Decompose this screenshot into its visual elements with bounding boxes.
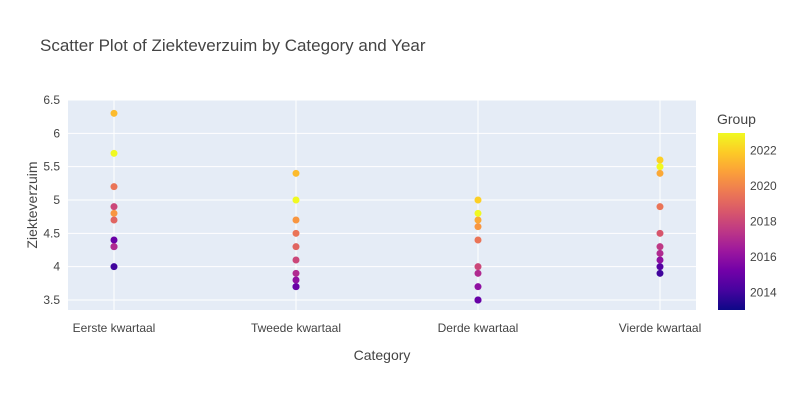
x-tick-label: Vierde kwartaal [619, 321, 702, 335]
scatter-point[interactable] [474, 263, 482, 271]
chart-title: Scatter Plot of Ziekteverzuim by Categor… [40, 36, 426, 55]
scatter-point[interactable] [292, 256, 300, 264]
x-tick-label: Derde kwartaal [438, 321, 519, 335]
scatter-point[interactable] [292, 283, 300, 291]
scatter-point[interactable] [110, 243, 118, 251]
scatter-point[interactable] [110, 236, 118, 244]
colorbar-tick-labels: 2014 2016 2018 2020 2022 [750, 144, 777, 300]
x-axis-title: Category [354, 347, 411, 363]
y-tick-label: 5 [53, 193, 60, 207]
scatter-point[interactable] [656, 169, 664, 177]
scatter-point[interactable] [110, 216, 118, 224]
scatter-point[interactable] [292, 269, 300, 277]
x-tick-label: Eerste kwartaal [73, 321, 156, 335]
scatter-point[interactable] [656, 269, 664, 277]
scatter-point[interactable] [474, 296, 482, 304]
scatter-point[interactable] [474, 236, 482, 244]
y-axis-title: Ziekteverzuim [24, 161, 40, 248]
scatter-point[interactable] [110, 109, 118, 117]
scatter-point[interactable] [292, 243, 300, 251]
scatter-point[interactable] [110, 149, 118, 157]
scatter-point[interactable] [474, 283, 482, 291]
grid-lines [68, 99, 696, 310]
colorbar-tick-label: 2020 [750, 179, 777, 193]
scatter-point[interactable] [656, 156, 664, 164]
scatter-point[interactable] [656, 256, 664, 264]
y-tick-label: 5.5 [43, 160, 60, 174]
plot-area [68, 100, 696, 310]
y-tick-labels: 3.5 4 4.5 5 5.5 6 6.5 [43, 93, 60, 307]
y-tick-label: 6.5 [43, 93, 60, 107]
scatter-point[interactable] [110, 203, 118, 211]
colorbar-title: Group [717, 111, 756, 127]
colorbar-tick-label: 2022 [750, 144, 777, 158]
data-points[interactable] [110, 109, 664, 304]
scatter-point[interactable] [292, 216, 300, 224]
x-tick-labels: Eerste kwartaal Tweede kwartaal Derde kwar… [73, 321, 702, 335]
scatter-point[interactable] [292, 276, 300, 284]
colorbar-tick-label: 2016 [750, 250, 777, 264]
scatter-point[interactable] [474, 269, 482, 277]
scatter-point[interactable] [474, 223, 482, 231]
colorbar-tick-label: 2018 [750, 215, 777, 229]
y-tick-label: 4 [53, 260, 60, 274]
y-tick-label: 3.5 [43, 293, 60, 307]
scatter-point[interactable] [474, 209, 482, 217]
x-tick-label: Tweede kwartaal [251, 321, 341, 335]
scatter-point[interactable] [474, 196, 482, 204]
scatter-point[interactable] [656, 263, 664, 271]
scatter-point[interactable] [110, 263, 118, 271]
scatter-point[interactable] [292, 229, 300, 237]
y-tick-label: 4.5 [43, 226, 60, 240]
scatter-point[interactable] [292, 169, 300, 177]
colorbar [718, 133, 745, 310]
scatter-point[interactable] [656, 203, 664, 211]
scatter-point[interactable] [656, 229, 664, 237]
scatter-point[interactable] [110, 209, 118, 217]
colorbar-tick-label: 2014 [750, 285, 777, 299]
scatter-point[interactable] [656, 249, 664, 257]
scatter-point[interactable] [474, 216, 482, 224]
scatter-point[interactable] [656, 163, 664, 171]
scatter-point[interactable] [656, 243, 664, 251]
scatter-point[interactable] [292, 196, 300, 204]
y-tick-label: 6 [53, 126, 60, 140]
scatter-point[interactable] [110, 183, 118, 191]
